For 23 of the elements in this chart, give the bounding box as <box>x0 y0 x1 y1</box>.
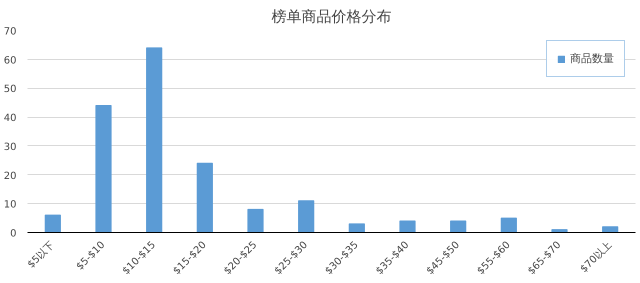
bar <box>44 214 61 232</box>
legend-label: 商品数量 <box>570 51 614 66</box>
bar <box>500 218 517 232</box>
y-tick-label: 70 <box>4 26 17 38</box>
bar <box>146 47 162 232</box>
y-tick-label: 30 <box>4 142 17 153</box>
bar <box>298 200 314 232</box>
x-tick-label: $5以下 <box>25 238 57 271</box>
y-tick-label: 50 <box>4 84 17 96</box>
y-tick-label: 10 <box>4 200 17 211</box>
y-tick-label: 0 <box>10 228 17 240</box>
y-tick-label: 60 <box>4 55 17 66</box>
bar <box>247 208 264 232</box>
bar <box>348 223 365 232</box>
bar <box>95 105 112 232</box>
y-tick-label: 20 <box>4 170 17 182</box>
bar <box>450 220 466 232</box>
bar <box>602 226 618 232</box>
y-tick-label: 40 <box>4 113 17 124</box>
bar <box>399 220 416 232</box>
chart-title: 榜单商品价格分布 <box>272 8 392 26</box>
x-tick-label: $70以上 <box>578 238 614 276</box>
bar <box>196 162 213 232</box>
